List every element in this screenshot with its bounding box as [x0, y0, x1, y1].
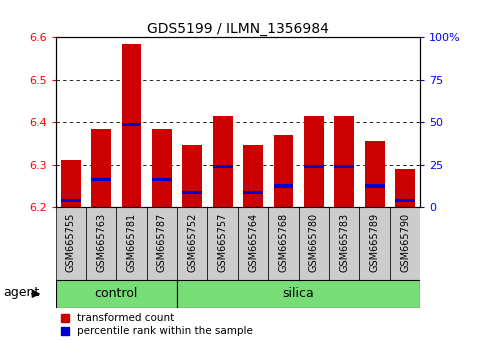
- Bar: [273, 184, 293, 188]
- Text: GSM665757: GSM665757: [218, 213, 227, 272]
- Bar: [213, 165, 232, 169]
- Bar: [390, 207, 420, 280]
- Bar: [152, 129, 172, 207]
- Bar: [334, 116, 354, 207]
- Bar: [147, 207, 177, 280]
- Bar: [116, 207, 147, 280]
- Bar: [304, 165, 324, 169]
- Bar: [122, 44, 142, 207]
- Bar: [91, 178, 111, 181]
- Bar: [61, 160, 81, 207]
- Bar: [91, 129, 111, 207]
- Text: GSM665768: GSM665768: [279, 213, 288, 272]
- Text: GSM665781: GSM665781: [127, 213, 137, 272]
- Bar: [61, 199, 81, 202]
- Legend: transformed count, percentile rank within the sample: transformed count, percentile rank withi…: [61, 313, 253, 336]
- Bar: [208, 207, 238, 280]
- Bar: [152, 178, 172, 181]
- Bar: [122, 122, 142, 126]
- Bar: [334, 165, 354, 169]
- Text: agent: agent: [3, 286, 39, 299]
- Text: silica: silica: [283, 287, 314, 300]
- Text: GSM665752: GSM665752: [187, 213, 197, 272]
- Text: GSM665789: GSM665789: [369, 213, 380, 272]
- Text: GSM665763: GSM665763: [96, 213, 106, 272]
- Bar: [177, 207, 208, 280]
- Bar: [365, 141, 384, 207]
- Bar: [177, 280, 420, 308]
- Text: GSM665783: GSM665783: [339, 213, 349, 272]
- Bar: [395, 199, 415, 202]
- Text: GSM665764: GSM665764: [248, 213, 258, 272]
- Bar: [329, 207, 359, 280]
- Bar: [243, 145, 263, 207]
- Text: GSM665780: GSM665780: [309, 213, 319, 272]
- Bar: [56, 280, 177, 308]
- Text: GSM665790: GSM665790: [400, 213, 410, 272]
- Bar: [304, 116, 324, 207]
- Bar: [395, 169, 415, 207]
- Title: GDS5199 / ILMN_1356984: GDS5199 / ILMN_1356984: [147, 22, 329, 36]
- Bar: [365, 184, 384, 188]
- Bar: [243, 190, 263, 194]
- Bar: [183, 190, 202, 194]
- Bar: [268, 207, 298, 280]
- Text: control: control: [95, 287, 138, 300]
- Bar: [359, 207, 390, 280]
- Bar: [298, 207, 329, 280]
- Bar: [86, 207, 116, 280]
- Bar: [183, 145, 202, 207]
- Bar: [273, 135, 293, 207]
- Bar: [238, 207, 268, 280]
- Bar: [56, 207, 86, 280]
- Text: GSM665755: GSM665755: [66, 213, 76, 272]
- Bar: [213, 116, 232, 207]
- Text: GSM665787: GSM665787: [157, 213, 167, 272]
